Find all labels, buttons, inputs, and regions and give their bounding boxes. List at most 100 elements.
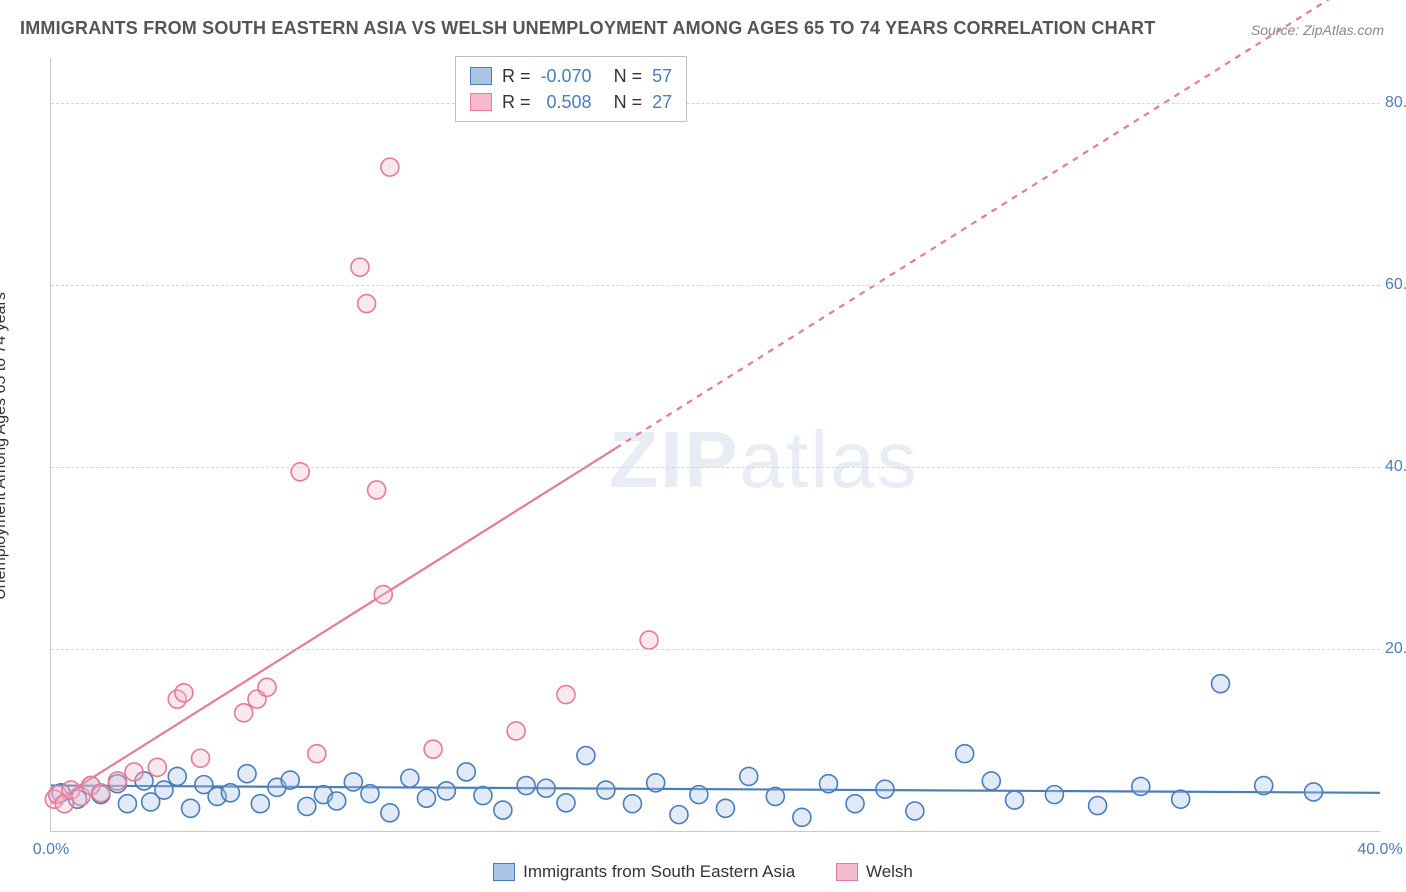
swatch-sea bbox=[493, 863, 515, 881]
point-welsh bbox=[424, 740, 442, 758]
swatch-welsh bbox=[836, 863, 858, 881]
point-sea bbox=[251, 795, 269, 813]
gridline bbox=[51, 285, 1380, 286]
n-value-welsh: 27 bbox=[652, 92, 672, 113]
point-welsh bbox=[108, 772, 126, 790]
trend-line-dash-welsh bbox=[616, 0, 1380, 448]
point-sea bbox=[740, 767, 758, 785]
point-sea bbox=[328, 792, 346, 810]
point-welsh bbox=[381, 158, 399, 176]
point-sea bbox=[298, 797, 316, 815]
point-sea bbox=[457, 763, 475, 781]
point-welsh bbox=[92, 784, 110, 802]
point-welsh bbox=[351, 258, 369, 276]
point-sea bbox=[819, 775, 837, 793]
point-sea bbox=[670, 806, 688, 824]
point-welsh bbox=[148, 758, 166, 776]
y-tick-label: 60.0% bbox=[1385, 276, 1406, 294]
gridline bbox=[51, 103, 1380, 104]
point-sea bbox=[577, 747, 595, 765]
plot-svg bbox=[51, 58, 1380, 831]
swatch-sea bbox=[470, 67, 492, 85]
point-sea bbox=[1045, 786, 1063, 804]
point-sea bbox=[494, 801, 512, 819]
legend-series: Immigrants from South Eastern Asia Welsh bbox=[0, 862, 1406, 886]
point-sea bbox=[623, 795, 641, 813]
r-value-welsh: 0.508 bbox=[547, 92, 592, 113]
point-welsh bbox=[125, 763, 143, 781]
point-welsh bbox=[507, 722, 525, 740]
r-label: R = bbox=[502, 66, 531, 87]
point-sea bbox=[168, 767, 186, 785]
point-sea bbox=[982, 772, 1000, 790]
point-welsh bbox=[235, 704, 253, 722]
y-tick-label: 20.0% bbox=[1385, 640, 1406, 658]
point-sea bbox=[597, 781, 615, 799]
legend-label-welsh: Welsh bbox=[866, 862, 913, 882]
legend-stats-row-welsh: R = 0.508 N = 27 bbox=[470, 89, 672, 115]
point-sea bbox=[716, 799, 734, 817]
gridline bbox=[51, 649, 1380, 650]
y-tick-label: 40.0% bbox=[1385, 458, 1406, 476]
plot-area: ZIPatlas 20.0%40.0%60.0%80.0%0.0%40.0% bbox=[50, 58, 1380, 832]
point-sea bbox=[690, 786, 708, 804]
point-welsh bbox=[192, 749, 210, 767]
point-sea bbox=[1305, 783, 1323, 801]
point-sea bbox=[793, 808, 811, 826]
gridline bbox=[51, 467, 1380, 468]
point-sea bbox=[344, 773, 362, 791]
point-sea bbox=[876, 780, 894, 798]
point-sea bbox=[118, 795, 136, 813]
point-sea bbox=[401, 769, 419, 787]
point-sea bbox=[182, 799, 200, 817]
point-sea bbox=[1006, 791, 1024, 809]
point-sea bbox=[1172, 790, 1190, 808]
point-sea bbox=[517, 777, 535, 795]
point-sea bbox=[1132, 777, 1150, 795]
legend-stats-row-sea: R = -0.070 N = 57 bbox=[470, 63, 672, 89]
point-sea bbox=[281, 771, 299, 789]
n-label: N = bbox=[614, 92, 643, 113]
point-sea bbox=[238, 765, 256, 783]
point-sea bbox=[474, 787, 492, 805]
n-value-sea: 57 bbox=[652, 66, 672, 87]
x-tick-label: 40.0% bbox=[1357, 841, 1402, 859]
point-sea bbox=[221, 784, 239, 802]
point-welsh bbox=[368, 481, 386, 499]
r-value-sea: -0.070 bbox=[541, 66, 592, 87]
x-tick-label: 0.0% bbox=[33, 841, 69, 859]
point-sea bbox=[557, 794, 575, 812]
n-label: N = bbox=[614, 66, 643, 87]
point-sea bbox=[647, 774, 665, 792]
trend-line-welsh bbox=[51, 448, 616, 804]
y-tick-label: 80.0% bbox=[1385, 94, 1406, 112]
legend-stats: R = -0.070 N = 57 R = 0.508 N = 27 bbox=[455, 56, 687, 122]
point-sea bbox=[1089, 797, 1107, 815]
point-sea bbox=[906, 802, 924, 820]
point-sea bbox=[766, 787, 784, 805]
source-label: Source: ZipAtlas.com bbox=[1251, 22, 1384, 38]
point-sea bbox=[417, 789, 435, 807]
point-sea bbox=[846, 795, 864, 813]
point-welsh bbox=[557, 686, 575, 704]
point-welsh bbox=[640, 631, 658, 649]
point-sea bbox=[956, 745, 974, 763]
y-axis-label: Unemployment Among Ages 65 to 74 years bbox=[0, 292, 10, 600]
point-sea bbox=[155, 781, 173, 799]
legend-label-sea: Immigrants from South Eastern Asia bbox=[523, 862, 795, 882]
point-welsh bbox=[291, 463, 309, 481]
point-sea bbox=[381, 804, 399, 822]
point-sea bbox=[537, 779, 555, 797]
point-sea bbox=[437, 782, 455, 800]
point-welsh bbox=[374, 586, 392, 604]
legend-item-welsh: Welsh bbox=[836, 862, 913, 882]
chart-title: IMMIGRANTS FROM SOUTH EASTERN ASIA VS WE… bbox=[20, 18, 1155, 39]
swatch-welsh bbox=[470, 93, 492, 111]
r-label: R = bbox=[502, 92, 531, 113]
point-welsh bbox=[358, 295, 376, 313]
point-welsh bbox=[258, 678, 276, 696]
point-welsh bbox=[308, 745, 326, 763]
point-sea bbox=[361, 785, 379, 803]
point-sea bbox=[1255, 777, 1273, 795]
point-welsh bbox=[175, 684, 193, 702]
